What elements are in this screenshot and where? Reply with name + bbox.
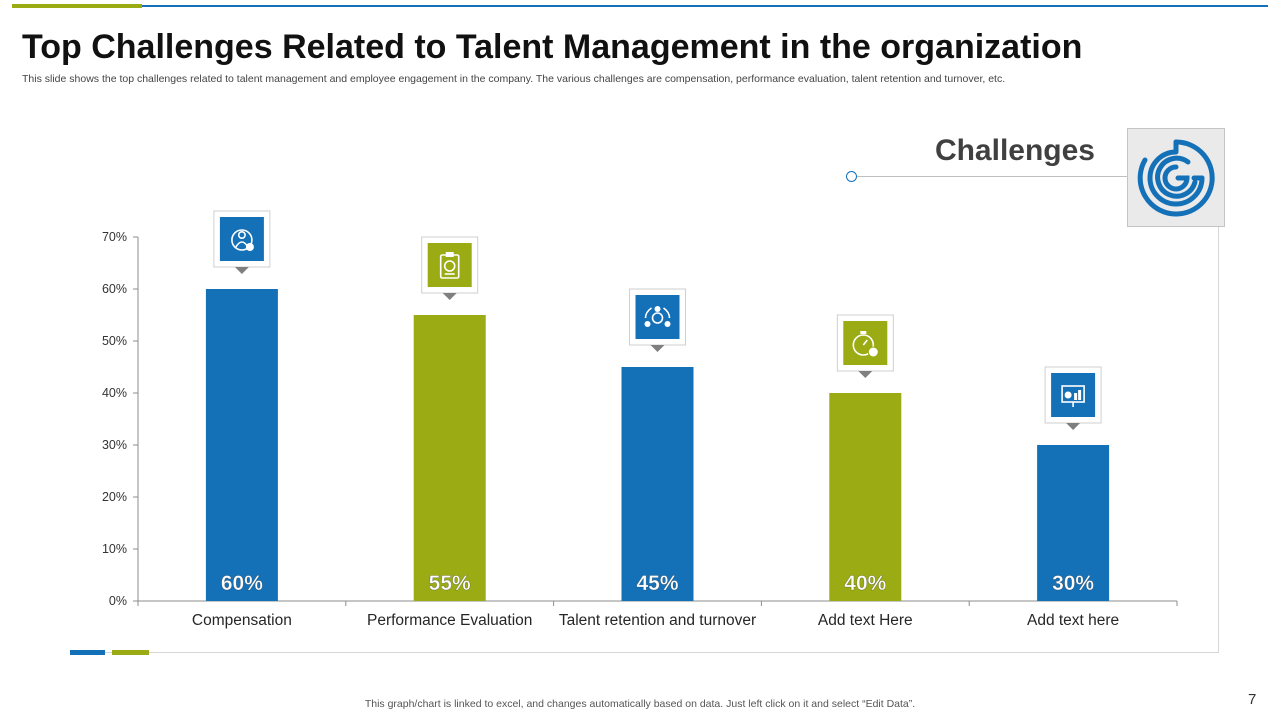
x-category-label: Add text here — [1027, 612, 1119, 629]
chart-frame — [70, 176, 1219, 653]
maze-icon-box — [1127, 128, 1225, 227]
y-tick-label: 50% — [102, 334, 127, 348]
bar-5 — [1037, 445, 1110, 601]
y-tick-label: 70% — [102, 230, 127, 244]
bar-3 — [621, 367, 694, 601]
bar-icon-card — [836, 314, 894, 378]
footer-note: This graph/chart is linked to excel, and… — [364, 698, 916, 710]
icon-card-pointer — [1066, 423, 1081, 430]
icon-card-fill — [635, 295, 680, 339]
page-number: 7 — [1248, 691, 1257, 708]
accent-swatch-green — [112, 650, 149, 655]
bar-icon-card — [629, 288, 686, 352]
y-tick-label: 60% — [102, 282, 127, 296]
bar-2 — [413, 315, 486, 601]
bar-icon-card — [1044, 366, 1102, 430]
bar-value-label: 30% — [1052, 572, 1094, 595]
compensation-icon — [231, 229, 254, 251]
x-category-label: Talent retention and turnover — [559, 612, 756, 629]
bar-4 — [829, 393, 902, 601]
bar-icon-card — [421, 236, 479, 300]
bar-1 — [205, 289, 278, 601]
top-accent-green — [12, 4, 142, 8]
x-category-label: Performance Evaluation — [367, 612, 532, 629]
bar-value-label: 60% — [221, 572, 263, 595]
x-category-label: Add text Here — [818, 612, 913, 629]
evaluation-clipboard-icon — [439, 252, 460, 279]
x-category-label: Compensation — [192, 612, 292, 629]
heading-connector-line — [857, 176, 1127, 177]
team-cycle-icon — [644, 306, 671, 327]
y-tick-label: 0% — [109, 594, 127, 608]
icon-card-pointer — [442, 293, 457, 300]
heading-connector-dot — [846, 171, 857, 182]
icon-card-fill — [1051, 373, 1096, 417]
maze-icon — [1137, 139, 1215, 217]
bar-icon-card — [213, 210, 271, 274]
y-tick-label: 10% — [102, 542, 127, 556]
slide-subtitle: This slide shows the top challenges rela… — [22, 73, 1006, 85]
stopwatch-money-icon — [852, 331, 879, 358]
accent-swatch-blue — [70, 650, 105, 655]
icon-card-pointer — [858, 371, 873, 378]
y-tick-label: 30% — [102, 438, 127, 452]
y-tick-label: 20% — [102, 490, 127, 504]
icon-card-pointer — [234, 267, 249, 274]
slide-title: Top Challenges Related to Talent Managem… — [22, 28, 1083, 66]
presentation-chart-icon — [1061, 385, 1085, 407]
bar-value-label: 40% — [844, 572, 886, 595]
challenges-heading: Challenges — [934, 134, 1095, 167]
top-accent-blue — [142, 5, 1268, 7]
bar-value-label: 55% — [429, 572, 471, 595]
y-tick-label: 40% — [102, 386, 127, 400]
icon-card-pointer — [650, 345, 665, 352]
bar-value-label: 45% — [636, 572, 678, 595]
icon-card-fill — [427, 243, 472, 287]
